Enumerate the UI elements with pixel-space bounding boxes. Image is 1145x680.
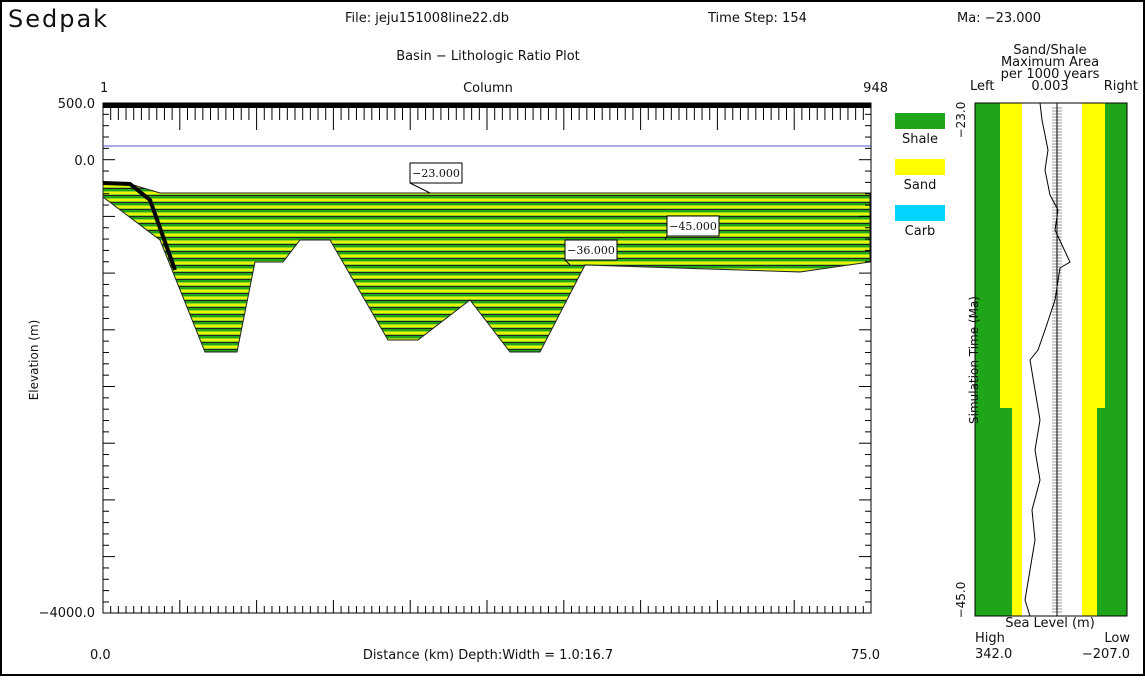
annotation: −36.000 [567,244,615,257]
annotation: −23.000 [412,167,460,180]
y-axis-label: Elevation (m) [27,320,41,401]
app-name: Sedpak [8,5,109,33]
side-y-bottom: −45.0 [954,582,968,619]
side-plot [975,103,1127,616]
legend-label: Carb [905,224,936,239]
side-y-label: Simulation Time (Ma) [967,296,981,424]
side-left: Left [970,79,994,94]
side-high: High [975,631,1005,646]
time-step: Time Step: 154 [707,11,807,26]
x-end: 75.0 [851,648,880,663]
ratio-band [1000,103,1022,408]
column-start: 1 [100,81,108,96]
side-bottom-label: Sea Level (m) [1005,616,1095,631]
legend-label: Shale [902,132,938,147]
side-high-value: 342.0 [975,647,1012,662]
ratio-band [975,408,1012,616]
x-start: 0.0 [90,648,111,663]
legend-swatch [895,113,945,129]
ratio-band [1105,103,1127,408]
x-axis-label: Distance (km) Depth:Width = 1.0:16.7 [363,648,613,663]
side-y-top: −23.0 [954,102,968,139]
annotation-leader [410,183,430,193]
legend-swatch [895,205,945,221]
ma: Ma: −23.000 [957,11,1041,26]
file-name: File: jeju151008line22.db [345,11,509,26]
side-low: Low [1104,631,1130,646]
plot-area [103,103,871,613]
column-end: 948 [863,81,888,96]
y-tick-label: −4000.0 [39,606,95,621]
legend-label: Sand [904,178,937,193]
ratio-band [1012,408,1022,616]
side-value: 0.003 [1031,79,1068,94]
ratio-band [1082,408,1097,616]
app-window: Sedpak File: jeju151008line22.db Time St… [0,0,1145,676]
sea-level-curve [1025,103,1070,616]
ratio-band [1082,103,1105,408]
annotation: −45.000 [669,220,717,233]
y-tick-label: 0.0 [74,154,95,169]
column-label: Column [463,81,513,96]
plot-title: Basin − Lithologic Ratio Plot [396,49,580,64]
ratio-band [1097,408,1127,616]
side-low-value: −207.0 [1082,647,1130,662]
side-right: Right [1104,79,1138,94]
y-tick-label: 500.0 [58,97,95,112]
legend-swatch [895,159,945,175]
